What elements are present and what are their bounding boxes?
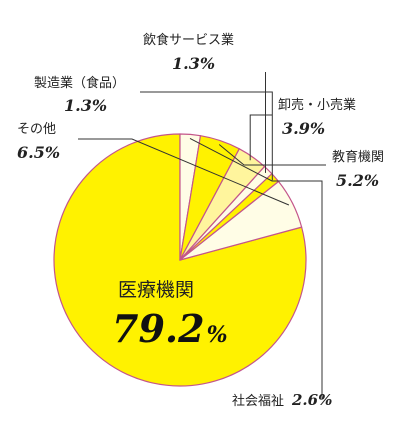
slice-label-oroshi: 卸売・小売業 <box>278 97 356 113</box>
leader-line-kyoiku <box>218 144 326 166</box>
slice-label-fukushi: 社会福祉 <box>232 393 284 409</box>
slice-value-oroshi: 3.9% <box>282 119 325 138</box>
leader-line-oroshi <box>249 114 272 161</box>
slice-value-iryo: 79.2% <box>112 306 228 351</box>
slice-label-sonota: その他 <box>17 122 56 137</box>
slice-label-iryo: 医療機関 <box>118 279 194 301</box>
slice-value-sonota: 6.5% <box>17 143 60 162</box>
slice-value-fukushi: 2.6% <box>291 391 332 409</box>
pie-slice-sonota <box>179 180 303 261</box>
slice-label-kyoiku: 教育機関 <box>332 149 384 165</box>
slice-value-seizo: 1.3% <box>64 96 107 115</box>
leader-line-seizo <box>140 91 273 181</box>
slice-value-inshoku: 1.3% <box>172 54 215 73</box>
slice-value-iryo-unit: % <box>207 322 228 348</box>
slice-value-iryo-number: 79.2 <box>112 306 205 351</box>
pie-slices <box>53 133 307 387</box>
slice-label-inshoku: 飲食サービス業 <box>143 32 234 48</box>
leader-lines <box>78 72 326 399</box>
leader-line-fukushi <box>189 137 323 399</box>
slice-value-kyoiku: 5.2% <box>336 171 379 190</box>
leader-line-sonota <box>78 138 290 206</box>
slice-label-seizo: 製造業（食品） <box>34 75 125 91</box>
